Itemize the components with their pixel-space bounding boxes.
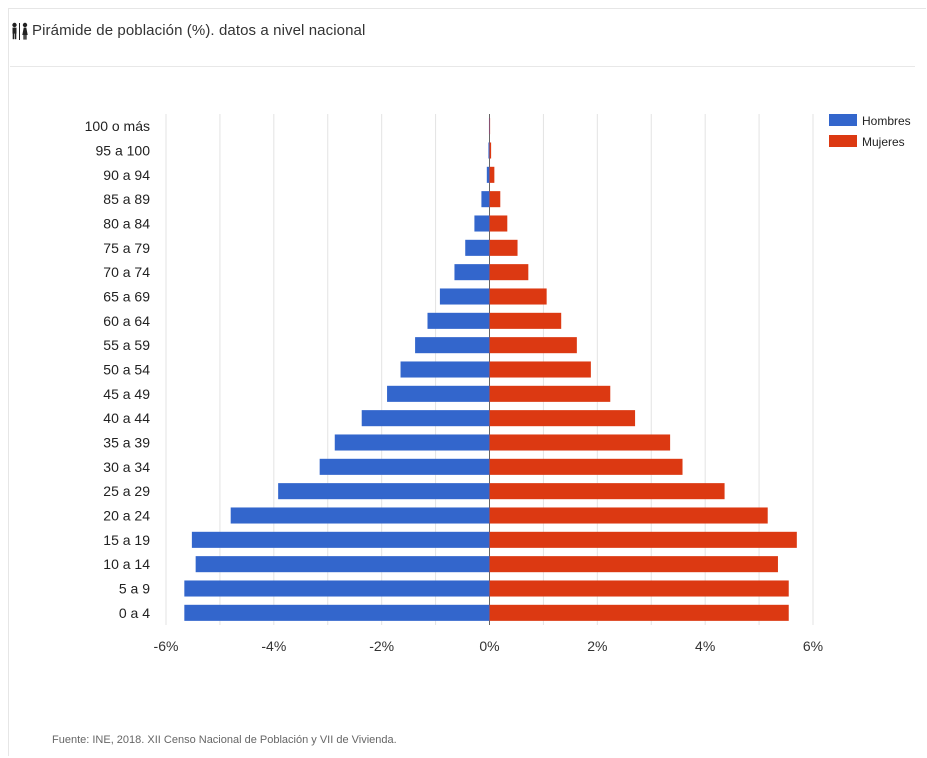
y-tick-label: 30 a 34 — [103, 459, 150, 475]
bar-hombres[interactable] — [387, 385, 490, 402]
y-tick-label: 20 a 24 — [103, 508, 150, 524]
y-tick-label: 10 a 14 — [103, 556, 150, 572]
y-tick-label: 45 a 49 — [103, 386, 150, 402]
bar-mujeres[interactable] — [489, 118, 491, 135]
bar-hombres[interactable] — [195, 556, 490, 573]
y-tick-label: 100 o más — [85, 118, 150, 134]
bar-hombres[interactable] — [400, 361, 490, 378]
chart-header: Pirámide de población (%). datos a nivel… — [10, 22, 915, 67]
bar-mujeres[interactable] — [489, 458, 683, 475]
y-tick-label: 25 a 29 — [103, 483, 150, 499]
bar-hombres[interactable] — [230, 507, 490, 524]
y-tick-label: 80 a 84 — [103, 216, 150, 232]
bar-mujeres[interactable] — [489, 191, 501, 208]
bar-hombres[interactable] — [465, 239, 490, 256]
bar-mujeres[interactable] — [489, 142, 492, 159]
bar-mujeres[interactable] — [489, 483, 725, 500]
bar-hombres[interactable] — [278, 483, 490, 500]
y-tick-label: 60 a 64 — [103, 313, 150, 329]
x-tick-label: 4% — [695, 638, 715, 654]
bar-mujeres[interactable] — [489, 434, 671, 451]
bar-mujeres[interactable] — [489, 580, 789, 597]
bar-hombres[interactable] — [488, 142, 490, 159]
y-tick-label: 85 a 89 — [103, 191, 150, 207]
bar-hombres[interactable] — [334, 434, 490, 451]
bar-mujeres[interactable] — [489, 166, 495, 183]
legend-swatch-hombres — [829, 114, 857, 126]
y-tick-label: 90 a 94 — [103, 167, 150, 183]
source-note: Fuente: INE, 2018. XII Censo Nacional de… — [52, 734, 397, 746]
bar-mujeres[interactable] — [489, 288, 547, 305]
people-icon — [10, 22, 30, 40]
y-tick-label: 75 a 79 — [103, 240, 150, 256]
y-tick-label: 70 a 74 — [103, 264, 150, 280]
bar-hombres[interactable] — [439, 288, 490, 305]
bar-mujeres[interactable] — [489, 385, 611, 402]
legend-swatch-mujeres — [829, 135, 857, 147]
bar-mujeres[interactable] — [489, 531, 797, 548]
bar-hombres[interactable] — [488, 118, 490, 135]
bar-mujeres[interactable] — [489, 239, 518, 256]
bar-hombres[interactable] — [191, 531, 490, 548]
bar-hombres[interactable] — [454, 264, 490, 281]
bar-mujeres[interactable] — [489, 337, 577, 354]
bar-mujeres[interactable] — [489, 361, 591, 378]
bar-mujeres[interactable] — [489, 312, 562, 329]
bar-hombres[interactable] — [481, 191, 490, 208]
y-tick-label: 40 a 44 — [103, 410, 150, 426]
y-tick-label: 35 a 39 — [103, 435, 150, 451]
y-tick-label: 95 a 100 — [96, 143, 151, 159]
y-tick-label: 55 a 59 — [103, 337, 150, 353]
bar-hombres[interactable] — [415, 337, 490, 354]
bar-hombres[interactable] — [361, 410, 490, 427]
x-tick-label: 2% — [587, 638, 607, 654]
chart-panel — [8, 8, 926, 756]
y-tick-label: 50 a 54 — [103, 362, 150, 378]
y-tick-label: 5 a 9 — [119, 581, 150, 597]
bar-mujeres[interactable] — [489, 604, 789, 621]
x-tick-label: -2% — [369, 638, 394, 654]
bar-hombres[interactable] — [319, 458, 490, 475]
bar-mujeres[interactable] — [489, 556, 778, 573]
legend-label-mujeres[interactable]: Mujeres — [862, 135, 905, 149]
legend-label-hombres[interactable]: Hombres — [862, 114, 911, 128]
x-tick-label: 0% — [479, 638, 499, 654]
bar-mujeres[interactable] — [489, 507, 768, 524]
y-tick-label: 65 a 69 — [103, 289, 150, 305]
y-tick-label: 15 a 19 — [103, 532, 150, 548]
x-tick-label: 6% — [803, 638, 823, 654]
y-tick-label: 0 a 4 — [119, 605, 150, 621]
x-tick-label: -4% — [261, 638, 286, 654]
bar-mujeres[interactable] — [489, 410, 636, 427]
bar-hombres[interactable] — [486, 166, 490, 183]
bar-mujeres[interactable] — [489, 215, 508, 232]
bar-hombres[interactable] — [474, 215, 490, 232]
bar-hombres[interactable] — [184, 580, 490, 597]
chart-title: Pirámide de población (%). datos a nivel… — [32, 22, 366, 39]
bar-hombres[interactable] — [427, 312, 490, 329]
bar-mujeres[interactable] — [489, 264, 529, 281]
bar-hombres[interactable] — [184, 604, 490, 621]
x-tick-label: -6% — [154, 638, 179, 654]
